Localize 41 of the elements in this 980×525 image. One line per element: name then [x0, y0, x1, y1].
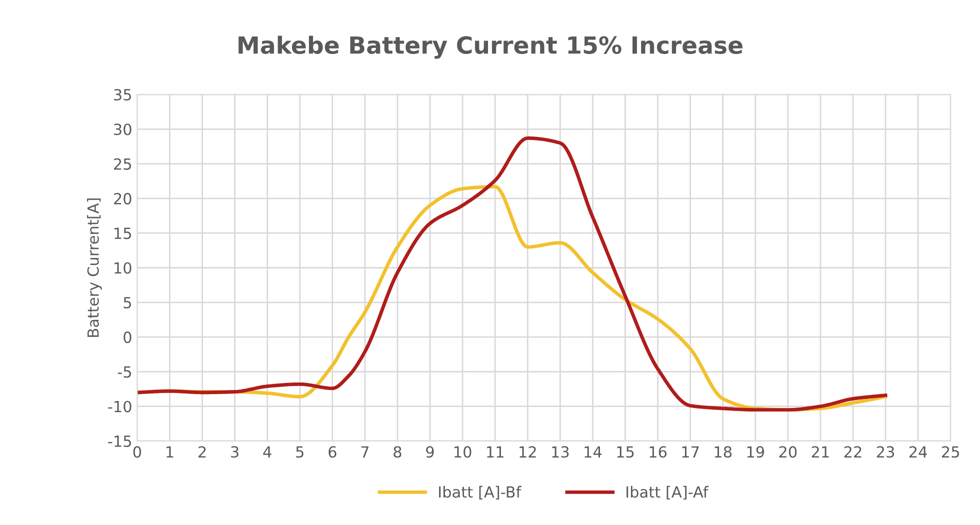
x-tick-label: 24 — [909, 446, 927, 458]
x-tick-label: 12 — [520, 446, 536, 458]
y-tick-label: 35 — [114, 88, 132, 101]
x-tick-label: 2 — [198, 446, 206, 458]
y-tick-label: -5 — [118, 366, 132, 378]
y-tick-label: -10 — [108, 400, 132, 412]
x-tick-label: 18 — [714, 446, 732, 458]
x-tick-label: 19 — [747, 446, 764, 458]
x-tick-label: 6 — [328, 446, 336, 458]
x-tick-label: 7 — [361, 446, 369, 458]
y-tick-label: 0 — [124, 332, 132, 344]
legend-label: Ibatt [A]-Bf — [439, 486, 522, 500]
x-tick-label: 21 — [812, 446, 829, 458]
y-tick-label: 25 — [114, 158, 132, 170]
y-tick-label: 10 — [114, 262, 132, 274]
y-tick-label: 20 — [114, 192, 132, 204]
y-tick-label: 30 — [114, 124, 132, 136]
x-tick-label: 9 — [426, 446, 434, 458]
x-tick-label: 1 — [166, 446, 174, 458]
x-tick-label: 13 — [552, 446, 569, 458]
x-tick-label: 22 — [844, 446, 862, 458]
legend-label: Ibatt [A]-Af — [626, 486, 709, 500]
y-tick-label: 15 — [114, 228, 132, 240]
x-tick-label: 25 — [942, 446, 959, 458]
x-tick-label: 16 — [650, 446, 667, 458]
x-tick-label: 10 — [454, 446, 472, 458]
y-tick-label: -15 — [108, 436, 132, 448]
chart-title: Makebe Battery Current 15% Increase — [238, 36, 742, 59]
x-tick-label: 0 — [133, 446, 142, 458]
x-tick-label: 23 — [876, 446, 894, 458]
x-tick-label: 5 — [296, 446, 304, 458]
x-tick-label: 14 — [584, 446, 602, 458]
x-tick-label: 8 — [394, 446, 402, 458]
y-axis-title: Battery Current[A] — [87, 198, 102, 337]
x-tick-label: 3 — [231, 446, 238, 458]
x-tick-label: 20 — [779, 446, 797, 458]
x-tick-label: 15 — [617, 446, 634, 458]
x-tick-label: 4 — [263, 446, 272, 458]
x-tick-label: 17 — [682, 446, 699, 458]
y-tick-label: 5 — [124, 297, 132, 308]
x-tick-label: 11 — [487, 446, 504, 458]
